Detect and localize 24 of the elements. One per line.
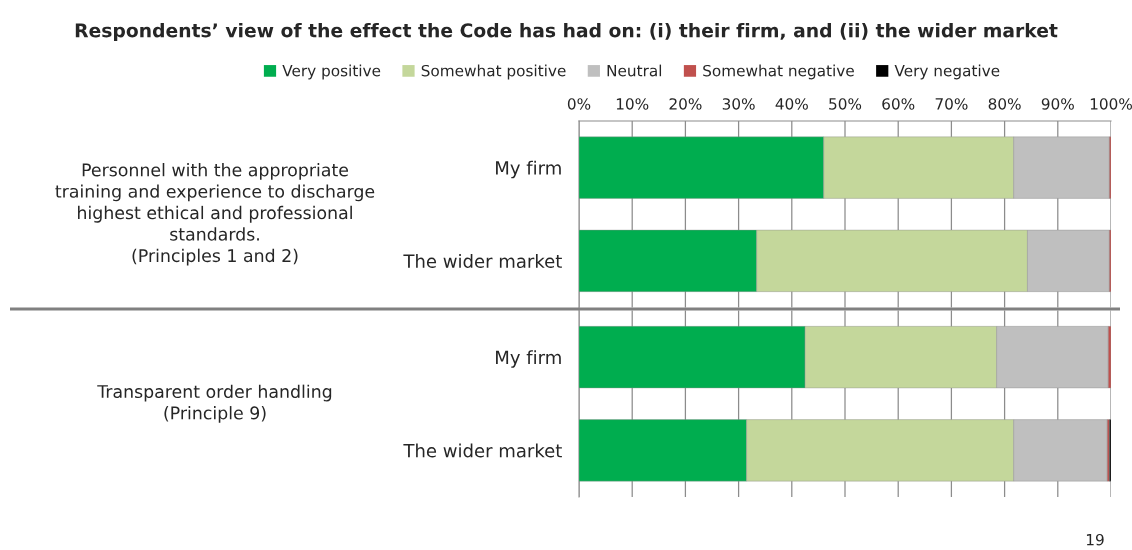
- legend-label: Neutral: [607, 64, 662, 77]
- x-tick-label: 80%: [988, 98, 1021, 110]
- x-tick-label: 60%: [882, 98, 915, 110]
- text: 19: [1086, 533, 1104, 546]
- x-tick-label: 70%: [935, 98, 968, 110]
- x-tick-label: 0%: [567, 98, 591, 110]
- x-tick-label: 10%: [616, 98, 649, 110]
- x-tick-label: 20%: [669, 98, 702, 110]
- legend-label: Very negative: [894, 64, 1000, 80]
- x-tick-label: 90%: [1041, 98, 1074, 110]
- text: Personnel with the appropriate training and experience to discharge highest ethical and professional standards. (Principles 1 and 2): [55, 163, 375, 266]
- x-tick-label: 100%: [1090, 98, 1132, 110]
- chart-title: Respondents’ view of the effect the Code has had on: (i) their firm, and (ii) the wider market: [75, 22, 1058, 42]
- x-tick-label: 50%: [829, 98, 862, 110]
- legend-label: Somewhat positive: [421, 64, 566, 80]
- x-tick-label: 30%: [722, 98, 755, 110]
- y-tick-label: My firm: [496, 350, 561, 368]
- x-tick-label: 40%: [775, 98, 808, 110]
- text: Transparent order handling (Principle 9): [97, 384, 332, 423]
- y-tick-label: The wider market: [403, 443, 562, 458]
- legend-label: Very positive: [282, 64, 381, 80]
- y-tick-label: My firm: [496, 160, 561, 179]
- y-tick-label: The wider market: [403, 254, 562, 268]
- legend-label: Somewhat negative: [703, 64, 854, 80]
